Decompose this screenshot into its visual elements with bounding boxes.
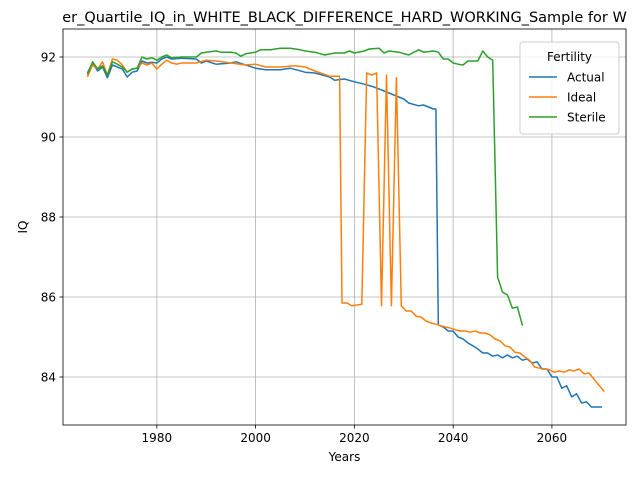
legend-box	[519, 41, 620, 135]
x-tick-label: 2020	[339, 431, 370, 445]
x-axis-label: Years	[328, 450, 361, 464]
x-tick-label: 2060	[537, 431, 568, 445]
series-line-ideal	[86, 58, 605, 393]
y-tick-label: 84	[41, 371, 56, 385]
y-tick-label: 92	[41, 51, 56, 65]
series-lines	[86, 47, 605, 408]
axis-ticks: 1980 2000 2020 2040 2060 84 86 88 90 92	[41, 51, 567, 446]
legend-label-sterile: Sterile	[567, 111, 606, 125]
x-tick-label: 2040	[438, 431, 469, 445]
legend-label-ideal: Ideal	[567, 91, 596, 105]
legend-label-actual: Actual	[567, 71, 605, 85]
legend-items: Actual Ideal Sterile	[529, 71, 606, 125]
chart-title: er_Quartile_IQ_in_WHITE_BLACK_DIFFERENCE…	[62, 10, 627, 26]
series-line-sterile	[86, 47, 524, 326]
legend: Fertility Actual Ideal Sterile	[519, 41, 620, 135]
y-tick-label: 86	[41, 291, 56, 305]
x-tick-label: 1980	[142, 431, 173, 445]
y-axis-label: IQ	[16, 221, 30, 234]
series-line-actual	[86, 56, 603, 408]
legend-title: Fertility	[547, 50, 592, 64]
y-tick-label: 90	[41, 131, 56, 145]
plot-frame	[62, 28, 627, 426]
y-tick-label: 88	[41, 211, 56, 225]
x-tick-label: 2000	[240, 431, 271, 445]
